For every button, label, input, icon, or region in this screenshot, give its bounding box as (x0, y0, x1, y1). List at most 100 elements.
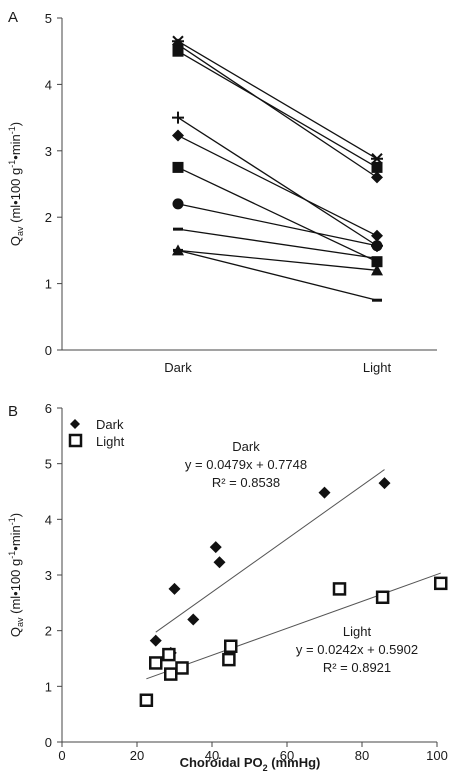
panel-a-y-tick-label: 2 (45, 210, 52, 225)
panel-b-point-light (375, 590, 390, 605)
panel-a-series-6 (172, 161, 383, 268)
panel-b-point-dark (318, 486, 331, 499)
legend-light-label: Light (96, 434, 125, 449)
panel-a-series-3 (172, 45, 383, 173)
legend-light-marker (68, 433, 83, 448)
panel-a-x-category-label: Light (363, 360, 392, 375)
dark-fit-series-label: Dark (232, 439, 260, 454)
panel-a-series-line (177, 203, 378, 247)
panel-b-x-tick-label: 60 (280, 748, 294, 763)
panel-a-y-tick-label: 0 (45, 343, 52, 358)
panel-b-point-light (139, 693, 154, 707)
panel-b: B 0 1 2 3 4 5 6 0 20 40 60 80 100 Dark Light Dark y… (7, 401, 448, 773)
panel-b-point-light (164, 667, 178, 681)
panel-a-data-point (172, 198, 184, 210)
panel-a-y-ticks (57, 17, 62, 351)
panel-a-series-line (177, 228, 378, 260)
panel-a-y-tick-label: 3 (45, 144, 52, 159)
panel-a-series-line (177, 40, 378, 160)
panel-a-x-tick-labels: Dark Light (164, 360, 391, 375)
panel-b-trendline-dark (155, 469, 385, 633)
panel-a-x-category-label: Dark (164, 360, 192, 375)
panel-b-point-dark (209, 541, 222, 554)
panel-a-y-tick-label: 4 (45, 77, 52, 92)
panel-b-y-tick-label: 0 (45, 735, 52, 750)
panel-a-series-line (177, 134, 378, 237)
light-fit-equation: y = 0.0242x + 0.5902 (296, 642, 418, 657)
panel-a-data-point (173, 227, 183, 231)
panel-b-point-light (149, 656, 163, 670)
panel-a-series-7 (172, 198, 383, 252)
panel-a-series-8 (173, 227, 382, 260)
panel-a-series-2 (172, 38, 383, 184)
panel-a-data-point (371, 171, 383, 184)
dark-fit-r2: R² = 0.8538 (212, 475, 280, 490)
panel-b-y-tick-label: 5 (45, 457, 52, 472)
panel-b-x-tick-label: 40 (205, 748, 219, 763)
panel-a-data-point (372, 298, 382, 302)
panel-b-point-light (332, 582, 347, 596)
panel-a-series-line (177, 249, 378, 271)
panel-b-y-tick-label: 2 (45, 624, 52, 639)
panel-a-series-line (177, 44, 378, 178)
panel-a-data-point (371, 229, 383, 242)
panel-b-y-tick-label: 1 (45, 679, 52, 694)
panel-a-letter: A (8, 9, 18, 26)
panel-a-data-point (371, 264, 383, 276)
panel-a-series-4 (172, 111, 383, 252)
legend-dark-marker (70, 419, 80, 429)
panel-a-series-line (177, 166, 378, 263)
panel-a-series-10 (173, 248, 382, 302)
panel-b-legend: Dark Light (68, 417, 125, 449)
panel-a-data-point (371, 256, 383, 268)
panel-a-y-tick-labels: 0 1 2 3 4 5 (45, 11, 52, 358)
panel-b-y-tick-label: 3 (45, 568, 52, 583)
panel-b-y-tick-label: 6 (45, 401, 52, 416)
panel-b-point-light (222, 652, 236, 667)
panel-a-data-point (172, 111, 184, 124)
panel-b-x-axis-label: Choroidal PO2 (mmHg) (180, 755, 321, 772)
light-fit-series-label: Light (343, 624, 372, 639)
panel-b-y-tick-label: 4 (45, 512, 52, 527)
panel-b-ticks (57, 407, 438, 747)
panel-b-x-tick-label: 80 (355, 748, 369, 763)
panel-a-series-1 (172, 35, 383, 165)
panel-b-y-tick-labels: 0 1 2 3 4 5 6 (45, 401, 52, 750)
panel-b-point-light (434, 576, 448, 591)
panel-b-trendlines (146, 469, 441, 680)
panel-b-x-tick-label: 20 (130, 748, 144, 763)
legend-dark-label: Dark (96, 417, 124, 432)
panel-a-series-line (177, 50, 378, 168)
panel-a: A 0 1 2 3 4 5 Dark Light Qav (ml•100 g-1•min-1… (7, 9, 437, 375)
panel-b-points (139, 477, 448, 707)
panel-a-y-tick-label: 1 (45, 277, 52, 292)
panel-b-x-tick-label: 100 (426, 748, 448, 763)
panel-b-y-axis-label: Qav (ml•100 g-1•min-1) (7, 513, 25, 637)
panel-a-series-line (177, 117, 378, 247)
panel-b-point-dark (187, 613, 200, 626)
panel-a-y-axis-label: Qav (ml•100 g-1•min-1) (7, 122, 25, 246)
panel-b-point-light (224, 639, 238, 654)
panel-a-data-point (172, 129, 184, 142)
panel-a-series-line (177, 249, 378, 301)
panel-b-letter: B (8, 403, 18, 420)
panel-b-x-tick-label: 0 (58, 748, 65, 763)
panel-a-data-point (372, 256, 382, 260)
panel-b-trendline-light (146, 572, 441, 680)
panel-b-x-tick-labels: 0 20 40 60 80 100 (58, 748, 447, 763)
panel-a-series-5 (172, 129, 383, 242)
panel-a-series-group (172, 35, 383, 302)
panel-a-data-point (172, 161, 184, 173)
panel-a-data-point (371, 240, 383, 252)
panel-b-point-dark (149, 634, 162, 647)
panel-b-point-dark (213, 556, 226, 569)
panel-a-data-point (172, 45, 184, 57)
dark-fit-equation: y = 0.0479x + 0.7748 (185, 457, 307, 472)
panel-b-point-dark (378, 477, 391, 490)
panel-a-data-point (173, 248, 183, 252)
panel-a-data-point (371, 161, 383, 173)
panel-a-y-tick-label: 5 (45, 11, 52, 26)
panel-b-point-light (175, 661, 189, 675)
